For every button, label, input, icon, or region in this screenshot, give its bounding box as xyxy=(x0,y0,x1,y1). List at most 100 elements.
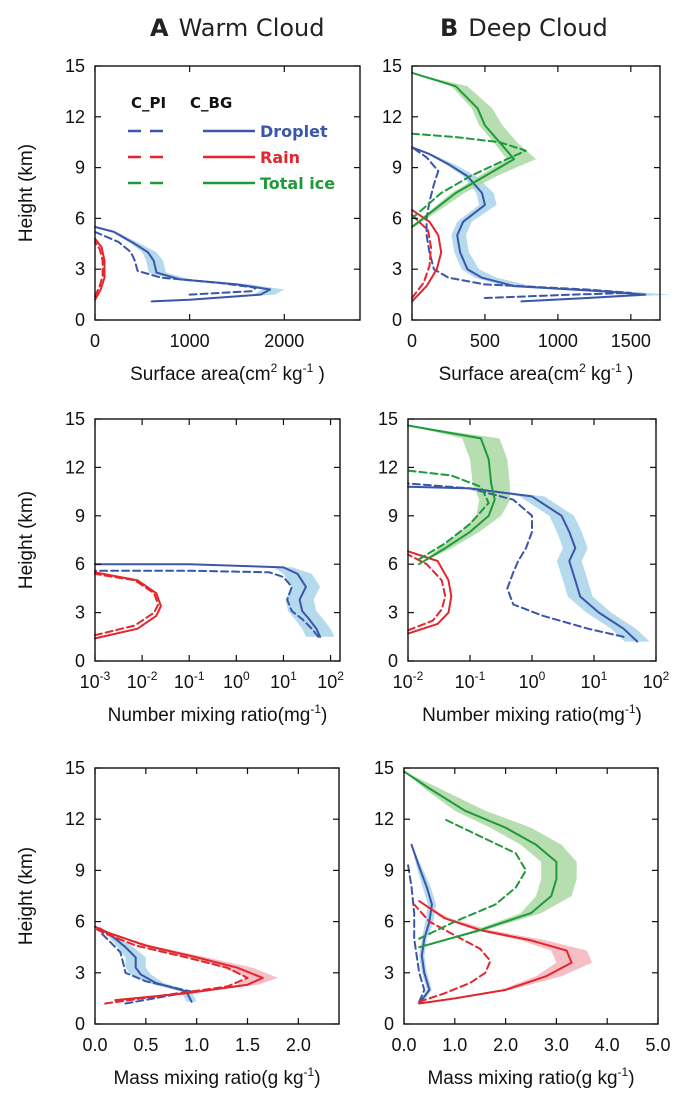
x-tick-label: 10-2 xyxy=(127,669,158,692)
y-tick-label: 3 xyxy=(75,259,85,279)
band-total-ice-c_bg xyxy=(404,771,577,948)
x-tick-label: 4.0 xyxy=(595,1035,620,1055)
plot-frame xyxy=(94,65,361,321)
y-tick-label: 0 xyxy=(392,310,402,330)
series-line-droplet-c_bg xyxy=(411,146,647,303)
x-tick-label: 500 xyxy=(470,331,500,351)
y-tick-label: 6 xyxy=(75,208,85,228)
series-line-rain-c_bg xyxy=(94,237,106,301)
x-axis-label: Number mixing ratio(mg-1) xyxy=(422,702,642,726)
column-text-a: Warm Cloud xyxy=(179,14,325,42)
legend-header-bg: C_BG xyxy=(190,94,232,112)
x-tick-label: 1.0 xyxy=(442,1035,467,1055)
x-tick-label: 10-1 xyxy=(455,669,486,692)
series-line-droplet-c_bg xyxy=(407,485,639,643)
x-tick-label: 10-2 xyxy=(393,669,424,692)
x-tick-label: 3.0 xyxy=(544,1035,569,1055)
series-line-rain-c_pi xyxy=(94,241,104,298)
y-axis-label: Height (km) xyxy=(16,847,37,945)
series-line-droplet-c_bg xyxy=(94,225,272,303)
legend-label: Droplet xyxy=(260,122,328,141)
y-axis-label: Height (km) xyxy=(16,491,37,589)
x-tick-label: 1500 xyxy=(611,331,651,351)
x-tick-label: 101 xyxy=(581,669,608,692)
y-tick-label: 6 xyxy=(392,208,402,228)
panel-A-surface: 0 3 6 9 12 15 0 1000 2000 Surface area(cm2 kg-1 )… xyxy=(16,56,361,385)
band-rain-c_bg xyxy=(419,901,592,1004)
x-tick-label: 0.0 xyxy=(82,1035,107,1055)
series-line-rain-c_pi xyxy=(94,927,249,1005)
y-tick-label: 9 xyxy=(392,158,402,178)
panel-B-mass: 0 3 6 9 12 15 0.0 1.0 2.0 3.0 4.0 5.0 Mass mixing ra… xyxy=(374,758,671,1089)
x-tick-label: 100 xyxy=(519,669,546,692)
y-tick-label: 12 xyxy=(65,457,85,477)
y-tick-label: 0 xyxy=(75,651,85,671)
band-total-ice-c_bg xyxy=(408,425,511,565)
series-line-total-ice-c_pi xyxy=(407,469,490,561)
series-line-rain-c_pi xyxy=(407,553,447,632)
column-letter-b: B xyxy=(440,14,458,42)
series-line-rain-c_pi xyxy=(413,903,492,1003)
column-letter-a: A xyxy=(150,14,169,42)
y-tick-label: 6 xyxy=(388,554,398,574)
column-text-b: Deep Cloud xyxy=(468,14,607,42)
y-tick-label: 9 xyxy=(75,158,85,178)
y-tick-label: 6 xyxy=(75,912,85,932)
legend-label: Rain xyxy=(260,148,300,167)
panel-A-mass: 0 3 6 9 12 15 0.0 0.5 1.0 1.5 2.0 Mass mixing ratio… xyxy=(16,758,340,1089)
x-tick-label: 0 xyxy=(407,331,417,351)
x-axis-label: Number mixing ratio(mg-1) xyxy=(108,702,328,726)
series-line-rain-c_pi xyxy=(411,214,432,299)
panel-B-surface: 0 3 6 9 12 15 0 500 1000 1500 Surface area(cm2 kg-… xyxy=(382,56,671,385)
y-tick-label: 12 xyxy=(382,107,402,127)
y-tick-label: 15 xyxy=(65,409,85,429)
series-line-droplet-c_pi xyxy=(407,482,625,638)
panel-A-number: 0 3 6 9 12 15 10-3 10-2 10-1 100 101 102 Number mixi… xyxy=(16,409,344,726)
x-tick-label: 1000 xyxy=(538,331,578,351)
y-tick-label: 3 xyxy=(75,963,85,983)
y-tick-label: 15 xyxy=(378,409,398,429)
x-tick-label: 5.0 xyxy=(645,1035,670,1055)
y-tick-label: 15 xyxy=(65,758,85,778)
series-line-droplet-c_pi xyxy=(94,569,320,638)
y-tick-label: 0 xyxy=(388,651,398,671)
y-tick-label: 15 xyxy=(65,56,85,76)
x-tick-label: 10-3 xyxy=(80,669,111,692)
y-tick-label: 0 xyxy=(75,1014,85,1034)
y-tick-label: 6 xyxy=(75,554,85,574)
x-axis-label: Surface area(cm2 kg-1 ) xyxy=(130,361,325,385)
x-axis-label: Mass mixing ratio(g kg-1) xyxy=(113,1065,320,1089)
series-line-total-ice-c_bg xyxy=(407,424,496,566)
y-tick-label: 12 xyxy=(65,107,85,127)
series-line-total-ice-c_bg xyxy=(403,770,558,949)
y-axis-label: Height (km) xyxy=(16,144,37,242)
y-tick-label: 9 xyxy=(75,860,85,880)
legend-rows: Droplet Rain Total ice xyxy=(128,122,335,193)
legend: C_PI C_BG Droplet Rain Total ice xyxy=(128,94,335,193)
series-line-droplet-c_pi xyxy=(94,230,257,296)
series-line-droplet-c_pi xyxy=(411,146,632,299)
y-tick-label: 3 xyxy=(75,603,85,623)
y-tick-label: 9 xyxy=(384,860,394,880)
y-tick-label: 9 xyxy=(75,506,85,526)
y-tick-label: 6 xyxy=(384,912,394,932)
series-line-total-ice-c_bg xyxy=(411,71,516,228)
x-tick-label: 2.0 xyxy=(493,1035,518,1055)
plot-frame xyxy=(94,767,340,1025)
band-total-ice-c_bg xyxy=(412,72,536,227)
plot-frame xyxy=(411,65,661,321)
series-line-total-ice-c_pi xyxy=(411,132,527,220)
x-tick-label: 101 xyxy=(270,669,297,692)
y-tick-label: 0 xyxy=(75,310,85,330)
x-tick-label: 102 xyxy=(317,669,344,692)
series-line-rain-c_bg xyxy=(411,208,443,303)
x-axis-label: Mass mixing ratio(g kg-1) xyxy=(427,1065,634,1089)
x-tick-label: 10-1 xyxy=(174,669,205,692)
x-tick-label: 1.5 xyxy=(235,1035,260,1055)
x-axis-label: Surface area(cm2 kg-1 ) xyxy=(439,361,634,385)
series-line-droplet-c_pi xyxy=(407,864,426,1003)
series-line-droplet-c_bg xyxy=(410,843,433,1005)
plot-frame xyxy=(94,418,341,662)
y-tick-label: 3 xyxy=(384,963,394,983)
